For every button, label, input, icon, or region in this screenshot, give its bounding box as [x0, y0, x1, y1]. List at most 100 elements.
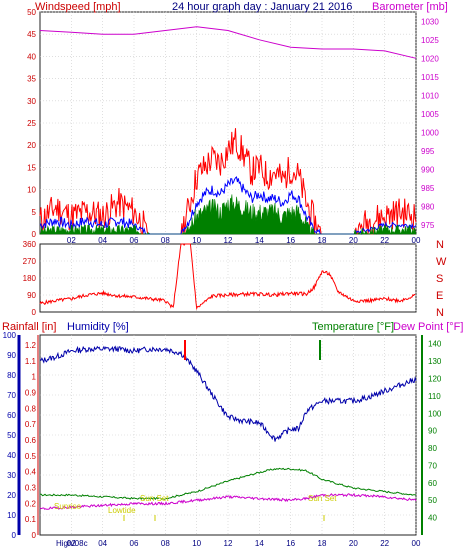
compass-label: N	[436, 307, 444, 319]
rain-ytick-label: 1.1	[25, 357, 37, 366]
wind-xtick-label: 14	[255, 236, 264, 245]
hum-xtick-label: 04	[98, 539, 107, 548]
dir-ytick-label: 0	[32, 308, 37, 317]
tick-labels: 5045403530252015105010301025102010151010…	[3, 8, 447, 548]
humidity-ytick-label: 80	[7, 371, 16, 380]
hum-xtick-label: 10	[192, 539, 201, 548]
lowtide-annotation: Lowtide	[108, 506, 136, 515]
humidity-line	[39, 345, 417, 442]
rain-ytick-label: 0.5	[25, 452, 37, 461]
temp-ytick-label: 140	[428, 340, 442, 349]
baro-ytick-label: 1005	[421, 110, 439, 119]
rain-ytick-label: 0.1	[25, 515, 37, 524]
dewpoint-line	[39, 492, 417, 510]
dir-ytick-label: 90	[27, 291, 36, 300]
wind-ytick-label: 0	[32, 230, 37, 239]
compass-label: S	[436, 273, 443, 285]
dir-ytick-label: 180	[23, 274, 37, 283]
wind-xtick-label: 00	[412, 236, 421, 245]
hum-xtick-label: 20	[349, 539, 358, 548]
rain-ytick-label: 0.2	[25, 499, 37, 508]
baro-ytick-label: 980	[421, 202, 435, 211]
hum-xtick-label: 00	[412, 539, 421, 548]
barometer-label: Barometer [mb]	[372, 1, 448, 13]
wind-xtick-label: 16	[286, 236, 295, 245]
hum-xtick-label: 02	[67, 539, 76, 548]
hum-xtick-label: 12	[224, 539, 233, 548]
humidity-ytick-label: 20	[7, 491, 16, 500]
sunrise-annotation: Sunrise	[54, 502, 82, 511]
dir-ytick-label: 360	[23, 240, 37, 249]
wind-ytick-label: 20	[27, 141, 36, 150]
wind-xtick-label: 08	[161, 236, 170, 245]
compass-label: N	[436, 239, 444, 251]
temperature-label: Temperature [°F]	[312, 321, 394, 333]
wind-xtick-label: 10	[192, 236, 201, 245]
temp-ytick-label: 40	[428, 514, 437, 523]
humidity-ytick-label: 50	[7, 431, 16, 440]
baro-ytick-label: 1025	[421, 36, 439, 45]
rain-ytick-label: 0.4	[25, 468, 37, 477]
wind-xtick-label: 12	[224, 236, 233, 245]
wind-xtick-label: 04	[98, 236, 107, 245]
humidity-ytick-label: 60	[7, 411, 16, 420]
humidity-ytick-label: 100	[3, 331, 17, 340]
baro-ytick-label: 1030	[421, 17, 439, 26]
wind-ytick-label: 15	[27, 163, 36, 172]
humidity-ytick-label: 70	[7, 391, 16, 400]
baro-ytick-label: 1000	[421, 128, 439, 137]
dewpoint-label: Dew Point [°F]	[393, 321, 463, 333]
rain-ytick-label: 0.7	[25, 420, 37, 429]
temp-ytick-label: 120	[428, 374, 442, 383]
hum-xtick-label: 08	[161, 539, 170, 548]
temp-ytick-label: 130	[428, 357, 442, 366]
wind-xtick-label: 18	[318, 236, 327, 245]
humidity-ytick-label: 90	[7, 351, 16, 360]
wind-xtick-label: 20	[349, 236, 358, 245]
wind-ytick-label: 40	[27, 52, 36, 61]
compass-label: E	[436, 290, 443, 302]
temp-ytick-label: 80	[428, 444, 437, 453]
wind-ytick-label: 30	[27, 97, 36, 106]
baro-ytick-label: 985	[421, 184, 435, 193]
baro-ytick-label: 975	[421, 221, 435, 230]
baro-ytick-label: 1020	[421, 54, 439, 63]
humidity-ytick-label: 40	[7, 451, 16, 460]
temp-ytick-label: 90	[428, 427, 437, 436]
wind-direction-line	[39, 243, 416, 311]
wind-ytick-label: 25	[27, 119, 36, 128]
rain-ytick-label: 1	[32, 373, 37, 382]
temp-ytick-label: 70	[428, 461, 437, 470]
wind-xtick-label: 02	[67, 236, 76, 245]
baro-ytick-label: 990	[421, 165, 435, 174]
hum-xtick-label: 18	[318, 539, 327, 548]
baro-ytick-label: 995	[421, 147, 435, 156]
rain-ytick-label: 1.2	[25, 341, 37, 350]
wind-ytick-label: 50	[27, 8, 36, 17]
temp-ytick-label: 60	[428, 479, 437, 488]
temperature-line	[40, 467, 417, 501]
temp-ytick-label: 100	[428, 409, 442, 418]
hum-xtick-label: 14	[255, 539, 264, 548]
rain-ytick-label: 0.8	[25, 404, 37, 413]
temp-ytick-label: 110	[428, 392, 441, 401]
hum-xtick-label: 06	[130, 539, 139, 548]
temp-ytick-label: 50	[428, 496, 437, 505]
windspeed-label: Windspeed [mph]	[35, 1, 121, 13]
sunset-annotation-right: Sun Set	[308, 494, 337, 503]
compass-label: W	[436, 256, 447, 268]
rain-ytick-label: 0	[32, 531, 37, 540]
wind-ytick-label: 45	[27, 30, 36, 39]
chart-title: 24 hour graph day : January 21 2016	[172, 1, 352, 13]
gridlines	[40, 11, 417, 535]
baro-ytick-label: 1010	[421, 91, 439, 100]
chart-series	[39, 26, 417, 510]
barometer-line	[39, 26, 417, 59]
rain-ytick-label: 0.9	[25, 389, 37, 398]
hum-xtick-label: 22	[380, 539, 389, 548]
hum-xtick-label: 16	[286, 539, 295, 548]
sunset-annotation-left: Sun Set	[140, 494, 169, 503]
rainfall-label: Rainfall [in]	[2, 321, 56, 333]
